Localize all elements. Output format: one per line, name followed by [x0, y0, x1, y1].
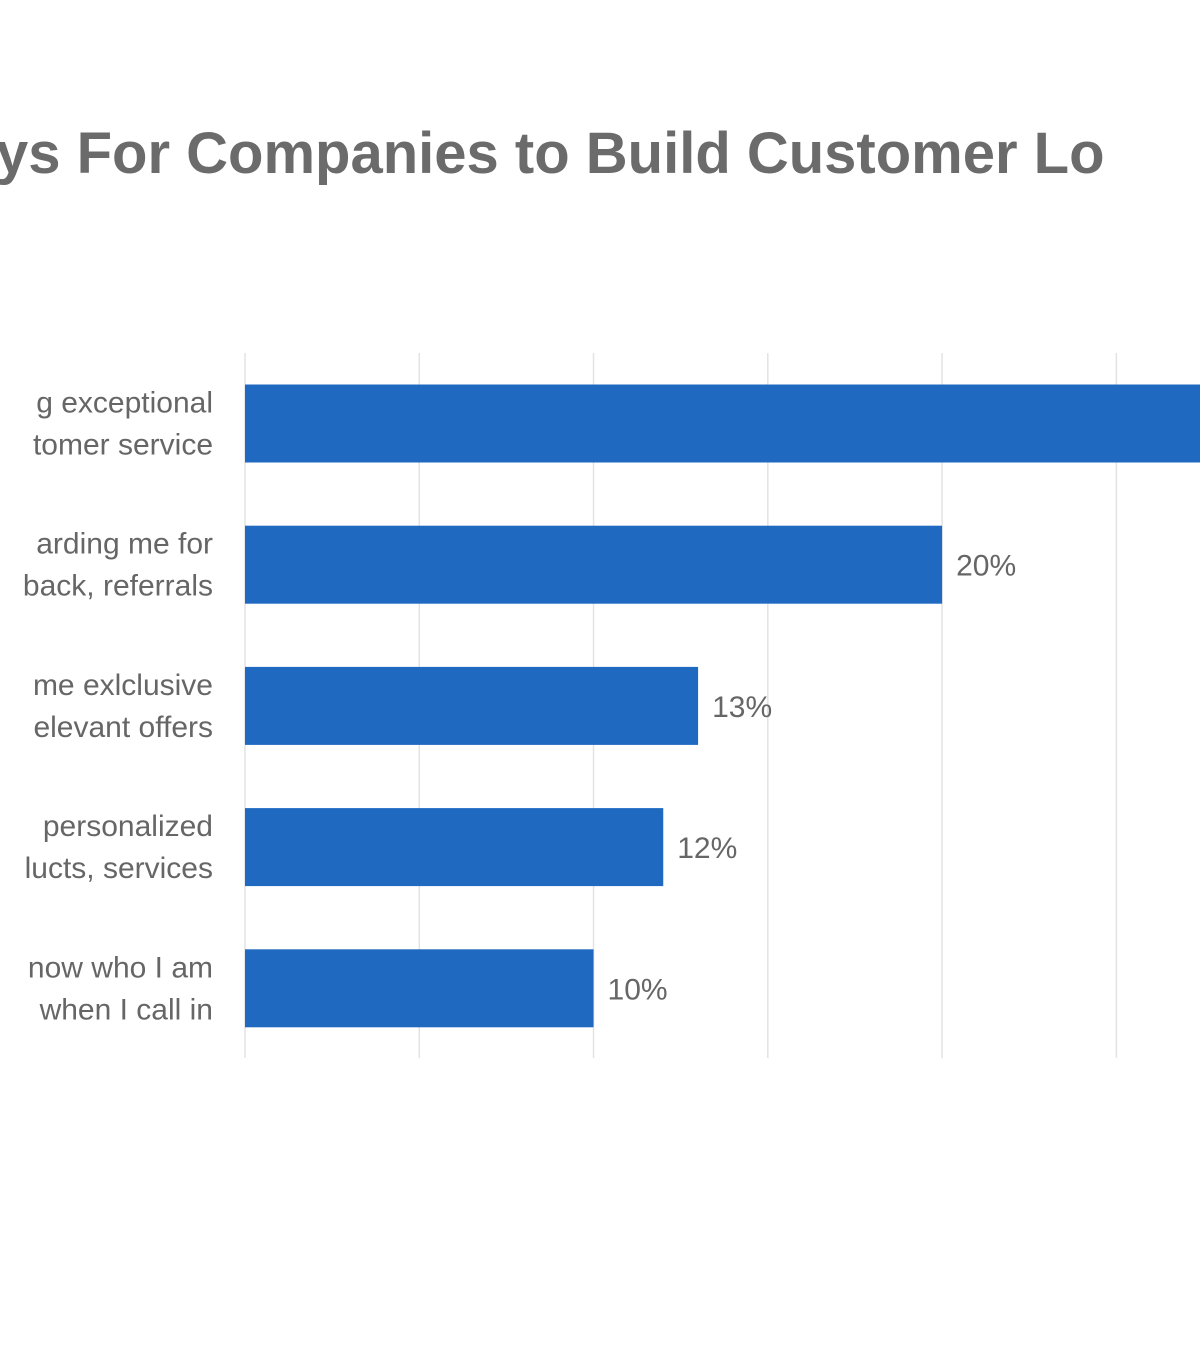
chart-title: ys For Companies to Build Customer Lo [0, 121, 1105, 186]
bar [245, 808, 664, 887]
bar [245, 666, 699, 745]
value-label: 13% [712, 691, 772, 724]
bar [245, 949, 594, 1028]
bar [245, 384, 1200, 463]
category-label: me exlclusive [33, 669, 213, 702]
category-label: now who I am [28, 951, 213, 984]
value-label: 10% [608, 973, 668, 1006]
category-label: g exceptional [36, 387, 213, 420]
category-label: arding me for [36, 528, 213, 561]
category-label: lucts, services [25, 852, 213, 885]
bars [245, 384, 1200, 1028]
category-label: when I call in [39, 993, 213, 1026]
category-label: back, referrals [23, 570, 213, 603]
bar [245, 525, 943, 604]
category-label: personalized [43, 810, 213, 843]
value-label: 12% [677, 832, 737, 865]
category-label: elevant offers [33, 711, 213, 744]
category-label: tomer service [33, 429, 213, 462]
value-label: 20% [956, 550, 1016, 583]
